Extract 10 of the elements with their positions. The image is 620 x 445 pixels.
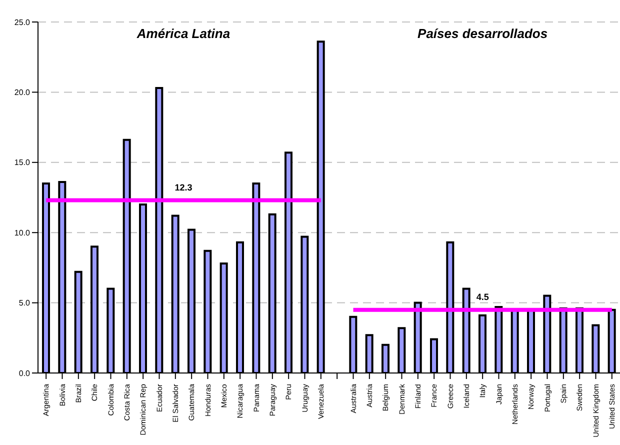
- y-tick-label: 25.0: [14, 18, 31, 27]
- ref-line-label: 12.3: [174, 182, 192, 193]
- y-tick-label: 5.0: [18, 298, 31, 308]
- y-tick-label: 0.0: [18, 368, 31, 378]
- y-tick-label: 10.0: [14, 228, 31, 238]
- annotation: Países desarrollados: [416, 26, 549, 41]
- ref-line-label: 4.5: [476, 292, 489, 302]
- annotation: América Latina: [136, 26, 232, 41]
- y-tick-label: 15.0: [14, 158, 31, 168]
- y-tick-label: 20.0: [14, 88, 31, 98]
